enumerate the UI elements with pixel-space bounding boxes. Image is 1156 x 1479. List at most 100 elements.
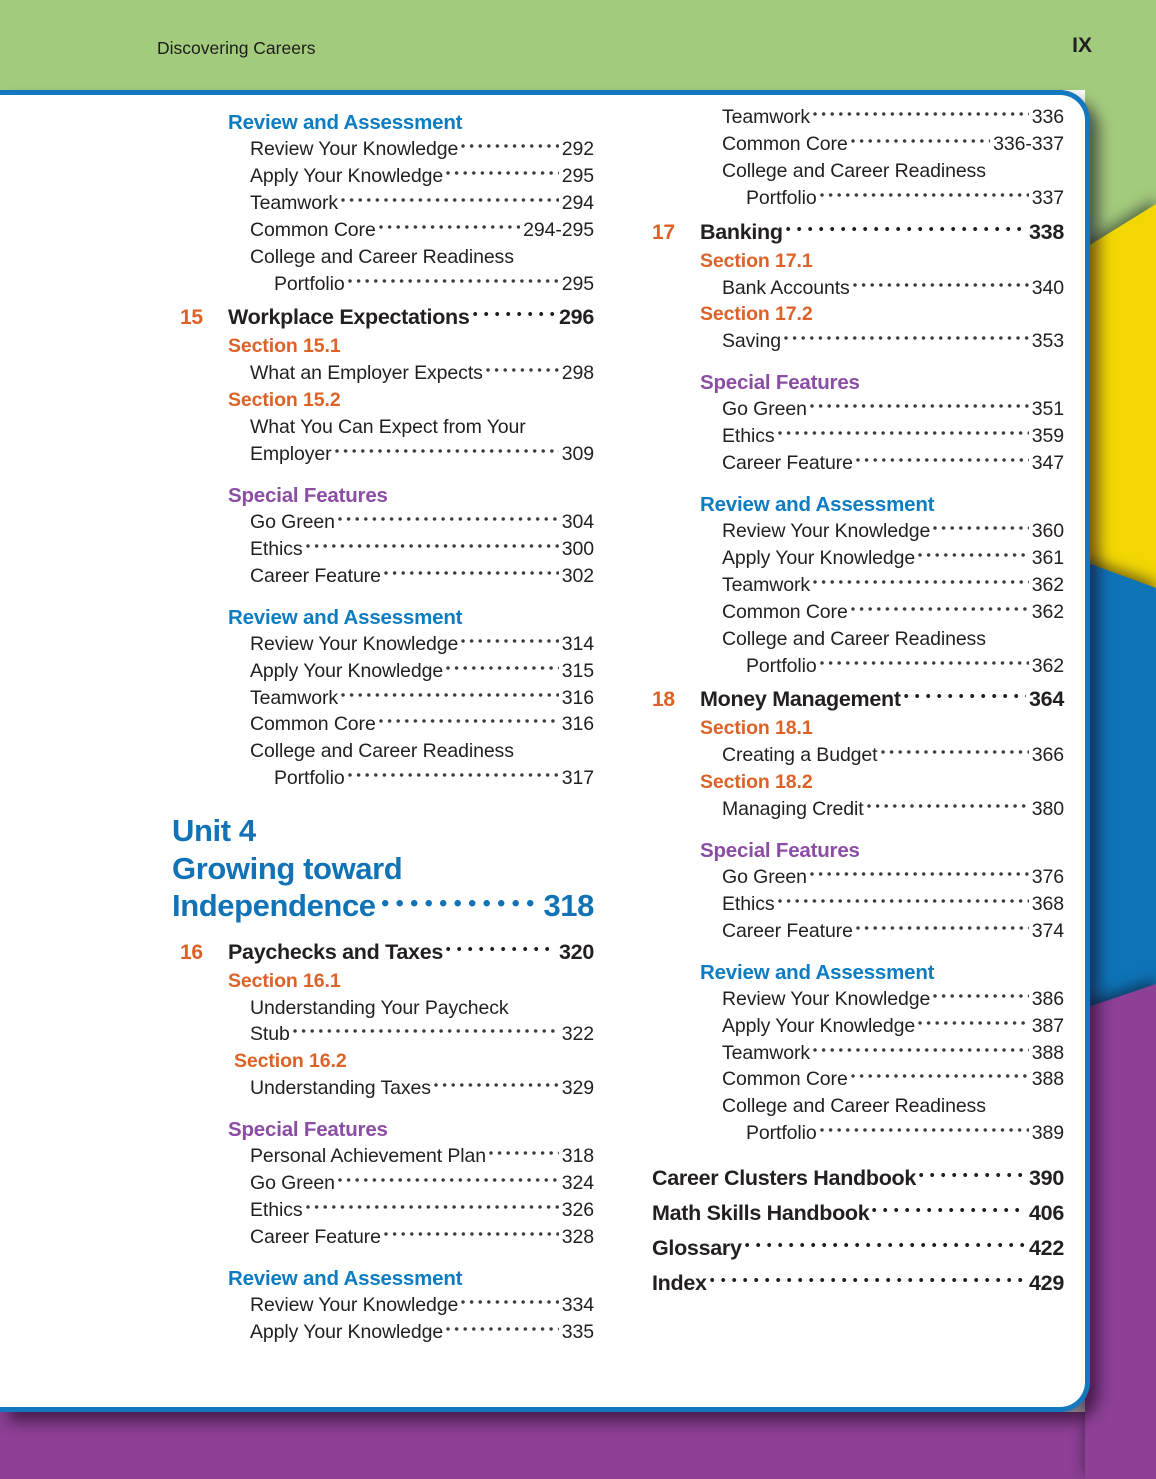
rail-purple-band [1085,880,1156,1479]
rail-yellow-band [1085,190,1156,620]
toc-entry-page: 294-295 [523,218,594,241]
toc-entry-page: 322 [561,1023,594,1046]
toc-subhead-review: Review and Assessment [700,960,935,984]
toc-section-heading: Section 18.1 [700,717,813,740]
toc-entry: Career Feature 302 [250,563,594,590]
backmatter-label: Index [652,1271,707,1296]
toc-entry-label: Review Your Knowledge [250,138,459,160]
toc-entry-label: Apply Your Knowledge [722,1014,916,1037]
toc-section-heading: Section 18.2 [700,771,813,794]
toc-entry: Career Feature 328 [250,1224,594,1251]
chapter-number: 15 [180,306,203,330]
toc-subhead-review: Review and Assessment [700,492,935,516]
toc-subhead-special-features: Special Features [700,839,860,863]
toc-entry-page: 351 [1031,398,1064,421]
toc-entry-label: Stub [250,1023,290,1046]
toc-chapter: 17 Banking 338 [652,217,1064,248]
toc-entry: Apply Your Knowledge 361 [722,545,1064,572]
toc-section-heading: Section 15.1 [228,335,341,358]
toc-entry: Teamwork 316 [250,685,594,712]
toc-backmatter-entry: Math Skills Handbook 406 [652,1198,1064,1228]
toc-entry-label: Ethics [250,537,303,560]
page-header-band: Discovering Careers IX [0,0,1156,90]
toc-chapter: 15 Workplace Expectations 296 [180,302,594,333]
toc-entry-page: 292 [561,138,594,160]
toc-entry: Ethics 368 [722,891,1064,918]
chapter-page: 320 [559,939,594,964]
toc-entry-label: Review Your Knowledge [250,632,459,655]
toc-entry-label: Understanding Taxes [250,1077,431,1100]
toc-subhead-review: Review and Assessment [228,111,463,134]
toc-entry-page: 315 [561,659,594,682]
unit-line: Unit 4 [172,813,256,849]
toc-entry-label: Common Core [722,132,848,155]
toc-entry-label: Common Core [250,218,376,241]
toc-column-right: Teamwork 336 Common Core 336-337 College and… [652,104,1064,1298]
toc-entry-label: Portfolio [746,186,817,209]
toc-entry-continued: Portfolio 362 [746,653,1064,680]
toc-entry: Teamwork 336 [722,104,1064,131]
backmatter-page: 422 [1029,1236,1064,1261]
toc-entry-page: 334 [561,1293,594,1316]
chapter-title: Workplace Expectations [228,305,470,330]
toc-entry-label: Teamwork [722,573,811,596]
toc-entry-page: 388 [1031,1068,1064,1091]
toc-entry-label: Go Green [722,398,807,421]
toc-entry-label: Apply Your Knowledge [722,546,916,569]
toc-entry-page: 335 [561,1320,594,1343]
toc-entry-label: Portfolio [274,272,345,295]
toc-entry-page: 300 [561,537,594,560]
toc-section-heading: Section 15.2 [228,389,341,412]
rail-blue-band [1085,450,1156,1020]
toc-entry-multiline: College and Career Readiness Portfolio 337 [652,158,1064,212]
toc-entry-multiline: College and Career Readiness Portfolio 362 [652,626,1064,680]
toc-entry-page: 336 [1031,106,1064,128]
toc-entry: Apply Your Knowledge 295 [250,163,594,190]
toc-section-heading: Section 16.2 [234,1050,347,1073]
toc-entry-page: 362 [1031,573,1064,596]
toc-entry-continued: Portfolio 295 [274,271,594,298]
toc-entry-page: 388 [1031,1041,1064,1064]
toc-entry-page: 304 [561,510,594,533]
toc-entry-page: 324 [561,1172,594,1195]
toc-entry-label: Portfolio [746,1122,817,1145]
toc-entry-page: 387 [1031,1014,1064,1037]
toc-entry-multiline: College and Career Readiness Portfolio 295 [180,244,594,298]
toc-entry-page: 318 [561,1145,594,1168]
toc-subhead-special-features: Special Features [228,483,388,507]
toc-entry: Ethics 300 [250,536,594,563]
backmatter-page: 429 [1029,1271,1064,1296]
toc-section-heading: Section 16.1 [228,969,341,992]
toc-entry: Understanding Taxes 329 [250,1075,594,1102]
chapter-number: 18 [652,688,675,712]
chapter-page: 338 [1029,219,1064,244]
toc-entry-label: Employer [250,443,332,466]
toc-entry-label: Understanding Your Paycheck [250,996,509,1019]
toc-entry-page: 329 [561,1077,594,1100]
toc-entry-label: Go Green [250,510,335,533]
toc-entry-page: 336-337 [993,132,1064,155]
toc-entry: Managing Credit 380 [722,796,1064,823]
toc-entry: Creating a Budget 366 [722,742,1064,769]
toc-entry-label: Portfolio [274,767,345,790]
toc-entry-label: Ethics [250,1198,303,1221]
toc-entry-label: Career Feature [722,919,853,942]
unit-page: 318 [543,888,594,924]
toc-entry: Apply Your Knowledge 335 [250,1319,594,1346]
toc-column-left: Review and Assessment Review Your Knowled… [172,109,594,1346]
toc-entry-label: College and Career Readiness [722,627,986,650]
toc-entry-page: 366 [1031,744,1064,767]
toc-entry-label: Managing Credit [722,798,864,821]
toc-entry-page: 295 [561,272,594,295]
toc-entry-continued: Portfolio 389 [746,1120,1064,1147]
toc-entry: Career Feature 347 [722,450,1064,477]
toc-entry-continued: Portfolio 317 [274,765,594,792]
toc-entry-label: What You Can Expect from Your [250,416,526,439]
toc-entry-label: Apply Your Knowledge [250,659,444,682]
toc-entry-label: Teamwork [722,1041,811,1064]
toc-entry-page: 380 [1031,798,1064,821]
backmatter-page: 390 [1029,1166,1064,1191]
toc-section-heading: Section 17.2 [700,303,813,326]
unit-title: Independence [172,888,376,924]
